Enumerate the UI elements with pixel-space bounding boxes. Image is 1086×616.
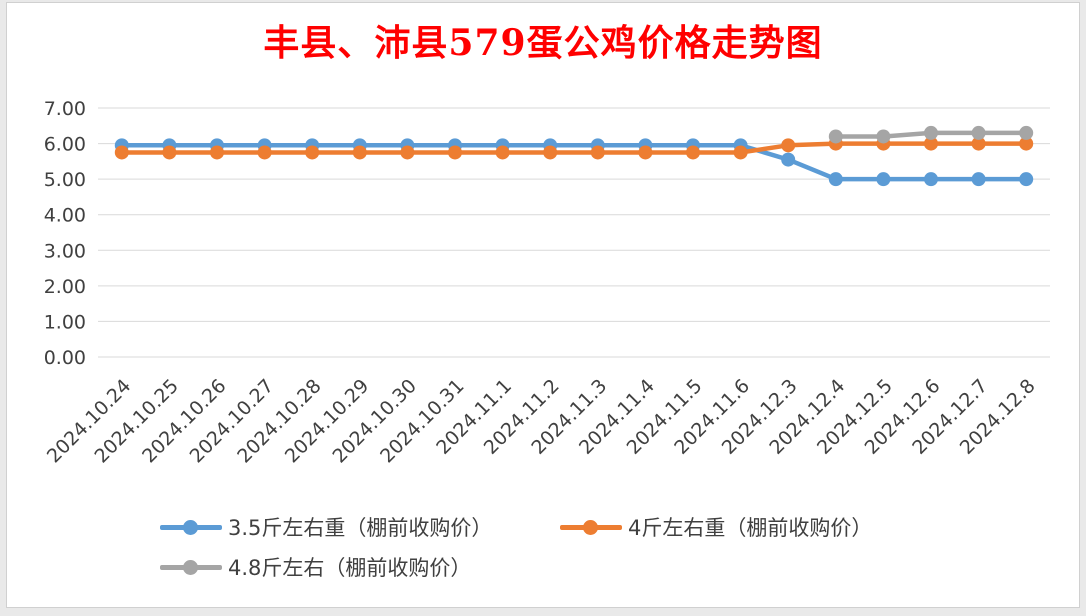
- chart-title: 丰县、沛县579蛋公鸡价格走势图: [263, 22, 823, 64]
- legend-swatch: [160, 557, 222, 577]
- series-line-2: [119, 141, 1029, 155]
- data-point: [686, 145, 700, 160]
- legend-label: 4.8斤左右（棚前收购价）: [228, 556, 472, 580]
- chart-frame: [6, 2, 1080, 608]
- data-point: [876, 172, 891, 187]
- data-point: [924, 125, 938, 140]
- y-tick-label: 6.00: [44, 134, 86, 156]
- series-line-1: [119, 143, 1029, 182]
- data-point: [828, 172, 843, 187]
- data-point: [638, 145, 653, 160]
- data-point: [400, 145, 415, 160]
- legend-label: 3.5斤左右重（棚前收购价）: [228, 516, 493, 540]
- data-point: [114, 145, 129, 160]
- data-point: [162, 145, 177, 160]
- legend-swatch: [560, 517, 622, 537]
- data-point: [971, 172, 986, 187]
- data-point: [352, 145, 367, 160]
- data-point: [828, 129, 843, 144]
- data-point: [495, 145, 510, 160]
- data-point: [590, 145, 605, 160]
- data-point: [305, 145, 320, 160]
- data-point: [971, 125, 986, 140]
- y-tick-label: 0.00: [44, 347, 86, 369]
- data-point: [781, 138, 796, 153]
- legend-item: 4斤左右重（棚前收购价）: [560, 512, 872, 542]
- data-point: [257, 145, 272, 160]
- data-point: [924, 172, 938, 187]
- data-point: [210, 145, 224, 160]
- data-point: [971, 136, 986, 151]
- y-tick-label: 4.00: [44, 205, 86, 227]
- y-tick-label: 3.00: [44, 240, 86, 262]
- legend-swatch: [160, 517, 222, 537]
- data-point: [876, 129, 891, 144]
- legend-item: 4.8斤左右（棚前收购价）: [160, 552, 471, 582]
- y-tick-label: 1.00: [44, 311, 86, 333]
- y-tick-label: 5.00: [44, 169, 86, 191]
- data-point: [1019, 125, 1034, 140]
- data-point: [733, 145, 748, 160]
- data-point: [781, 152, 796, 167]
- y-tick-label: 2.00: [44, 276, 86, 298]
- data-point: [448, 145, 462, 160]
- data-point: [1019, 172, 1034, 187]
- data-point: [924, 136, 938, 151]
- data-point: [543, 145, 558, 160]
- legend-item: 3.5斤左右重（棚前收购价）: [160, 512, 492, 542]
- y-tick-label: 7.00: [44, 98, 86, 120]
- legend-label: 4斤左右重（棚前收购价）: [628, 516, 873, 540]
- data-point: [1019, 136, 1034, 151]
